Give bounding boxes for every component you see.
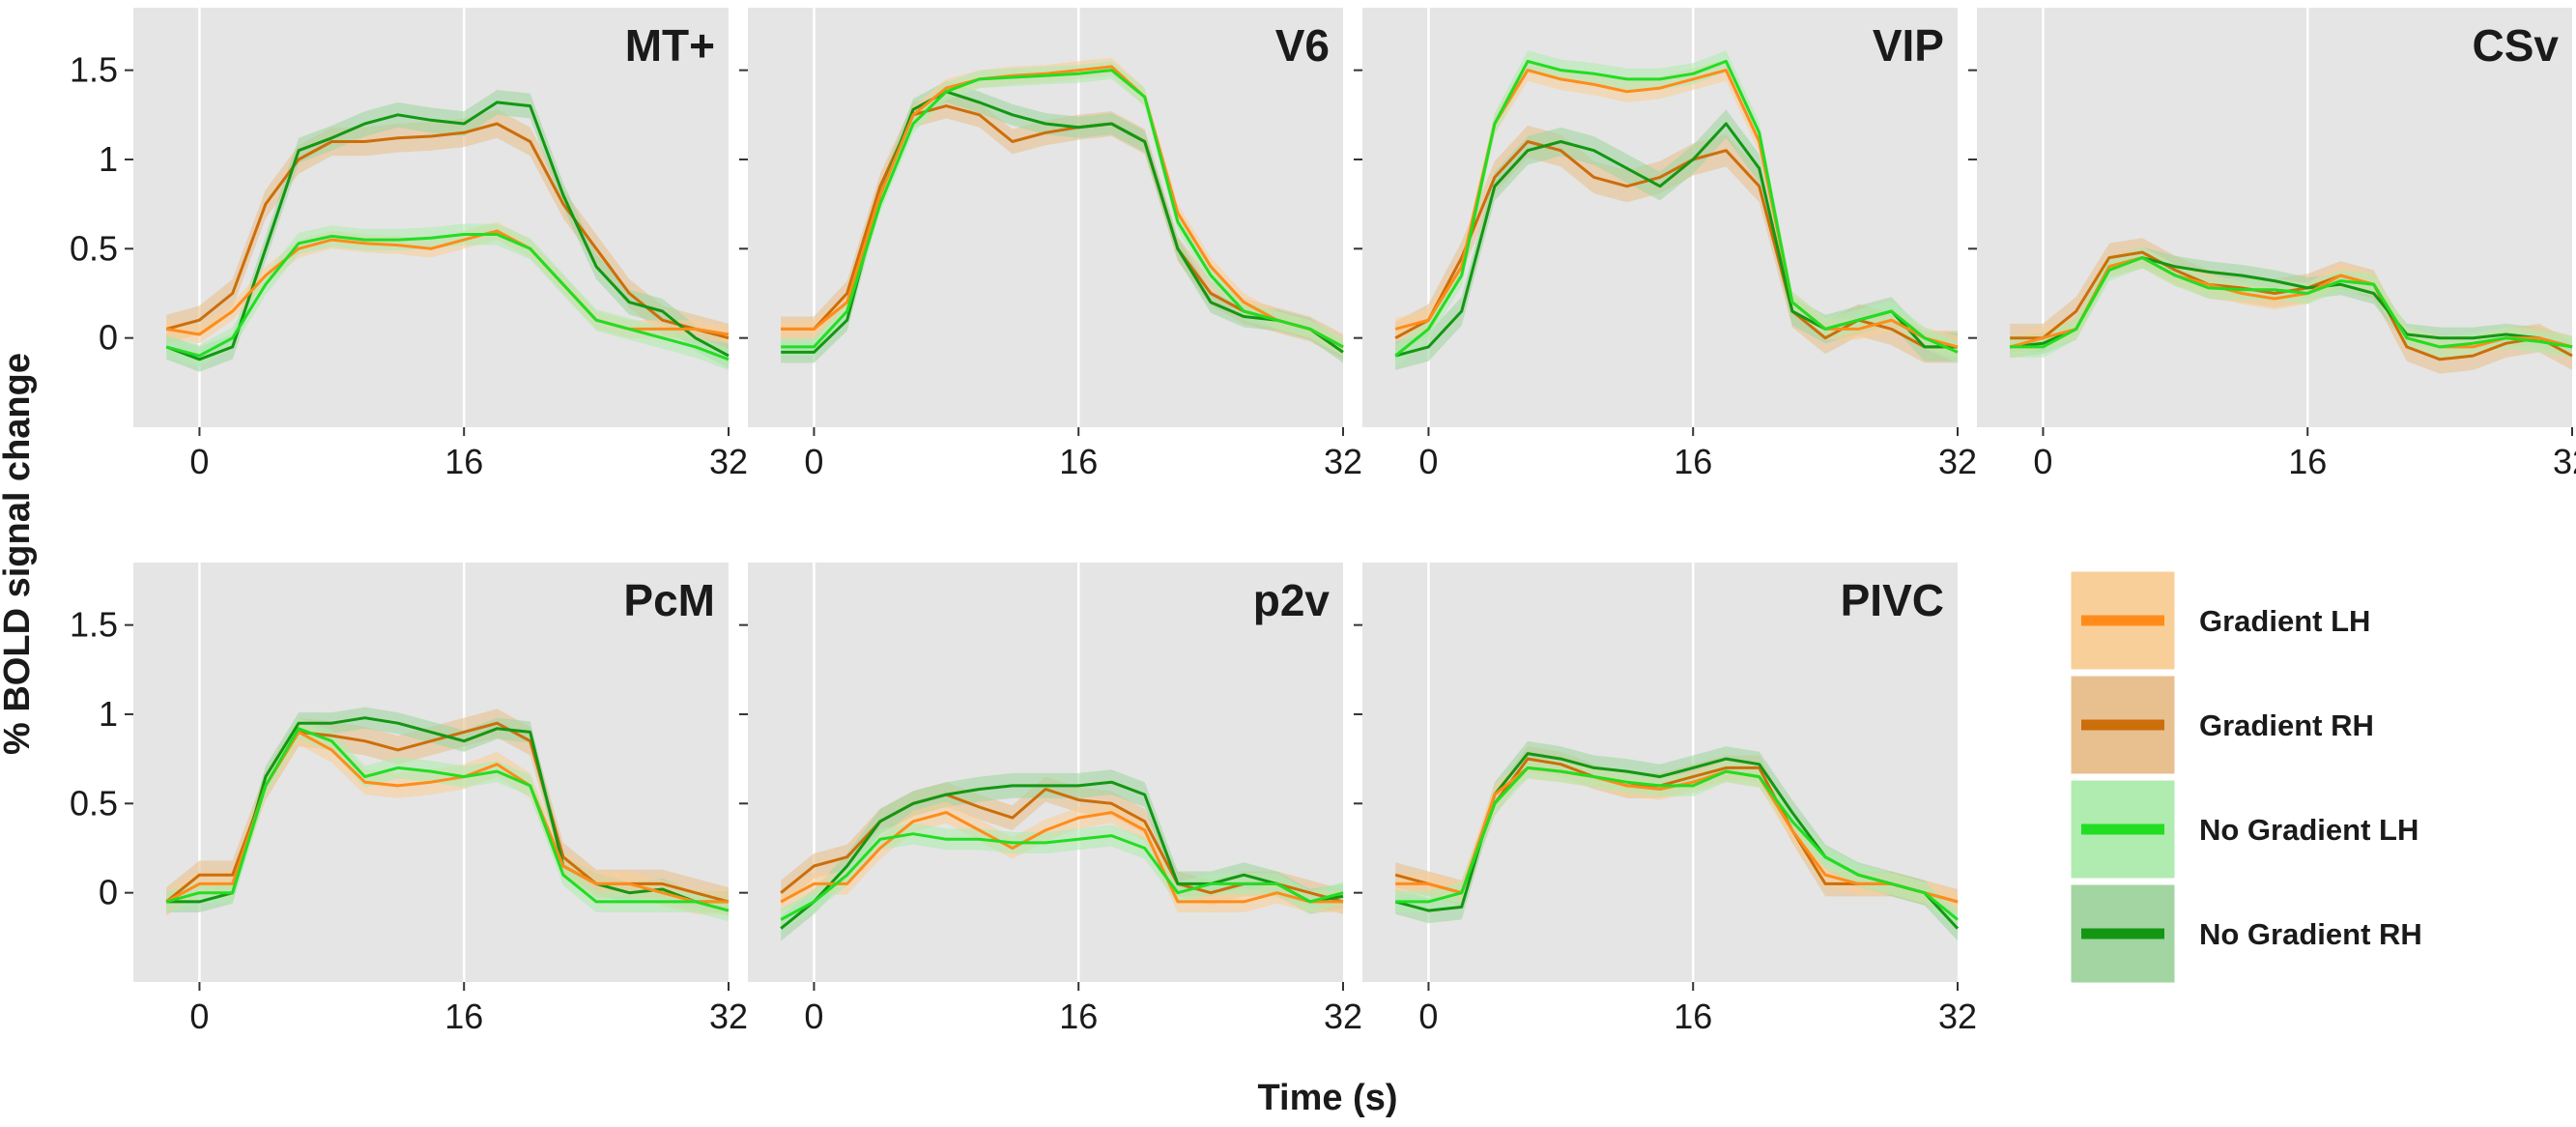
line-gradient-lh [780,811,1343,904]
legend-label: No Gradient LH [2199,813,2419,847]
panel-mt: 0 0.5 1 1.5 0 16 32 MT+ [70,8,748,481]
panel-title: p2v [1253,575,1331,625]
legend-entry-no-gradient-lh: No Gradient LH [2068,777,2419,881]
x-tick-label: 16 [2288,442,2327,481]
panel-background [748,563,1343,982]
line-no-gradient-lh [1394,59,1959,358]
legend-entry-gradient-rh: Gradient RH [2068,673,2374,777]
panel-pivc: 0 16 32 PIVC [1354,563,1977,1036]
x-tick-label: 16 [444,997,483,1036]
line-gradient-rh [165,122,730,340]
panel-title: PIVC [1841,575,1944,625]
x-tick-label: 16 [1059,442,1098,481]
band-gradient-lh [1395,757,1958,912]
line-no-gradient-lh [2010,256,2573,349]
y-tick-label: 1 [99,694,118,734]
panel-title: V6 [1275,20,1330,71]
y-tick-label: 0.5 [70,783,118,823]
legend-label: No Gradient RH [2199,917,2422,951]
line-gradient-rh [1394,140,1958,349]
x-tick-label: 32 [1938,997,1977,1036]
band-no-gradient-lh [781,61,1343,357]
x-tick-label: 16 [1674,997,1712,1036]
x-tick-label: 0 [189,442,209,481]
panel-title: CSv [2473,20,2560,71]
x-tick-label: 32 [709,442,748,481]
line-no-gradient-lh [1395,766,1959,921]
panel-background [133,8,729,427]
panel-v6: 0 16 32 V6 [739,8,1362,481]
panel-csv: 0 16 32 CSv [1968,8,2576,481]
legend-label: Gradient RH [2199,708,2374,742]
panel-grid: 00.511.501632MT+01632V601632VIP01632CSv0… [70,8,2576,1036]
x-tick-label: 16 [444,442,483,481]
x-tick-label: 0 [804,442,823,481]
x-tick-label: 32 [1324,997,1362,1036]
x-axis-title: Time (s) [1257,1078,1397,1118]
band-no-gradient-lh [2010,246,2572,358]
x-tick-label: 16 [1674,442,1712,481]
legend-label: Gradient LH [2199,604,2370,638]
line-no-gradient-lh [780,832,1344,921]
x-tick-label: 0 [1418,442,1438,481]
panel-vip: 0 16 32 VIP [1354,8,1977,481]
panel-p2v: 0 16 32 p2v [739,563,1362,1036]
y-tick-label: 1.5 [70,50,118,90]
panel-title: MT+ [625,20,715,71]
band-no-gradient-lh [1395,757,1958,931]
line-gradient-lh [2009,256,2573,349]
panel-pcm: 0 0.5 1 1.5 0 16 32 PcM [70,563,748,1036]
y-tick-label: 1.5 [70,605,118,645]
y-tick-label: 0 [99,318,118,358]
line-no-gradient-lh [165,727,730,912]
y-tick-label: 0 [99,873,118,912]
x-tick-label: 0 [804,997,823,1036]
x-tick-label: 16 [1059,997,1098,1036]
panel-title: VIP [1873,20,1944,71]
x-tick-label: 32 [709,997,748,1036]
y-tick-label: 0.5 [70,228,118,268]
line-no-gradient-lh [165,233,730,361]
band-no-gradient-lh [781,823,1343,931]
x-tick-label: 32 [1938,442,1977,481]
legend-entry-no-gradient-rh: No Gradient RH [2068,881,2422,986]
band-no-gradient-rh [1395,109,1958,370]
legend: Gradient LH Gradient RH No Gradient LH No G… [2068,568,2422,986]
line-no-gradient-rh [780,780,1344,930]
band-no-gradient-rh [2010,246,2572,358]
panel-title: PcM [623,575,715,625]
legend-entry-gradient-lh: Gradient LH [2068,568,2370,673]
line-no-gradient-rh [166,716,729,904]
x-tick-label: 32 [2553,442,2576,481]
line-no-gradient-lh [781,69,1344,349]
band-no-gradient-rh [781,80,1343,363]
x-tick-label: 32 [1324,442,1362,481]
x-tick-label: 0 [189,997,209,1036]
y-tick-label: 1 [99,139,118,179]
band-gradient-rh [166,708,729,916]
x-tick-label: 0 [2033,442,2052,481]
line-no-gradient-rh [165,101,730,361]
y-axis-title: % BOLD signal change [0,353,38,755]
line-gradient-lh [781,65,1344,349]
x-tick-label: 0 [1418,997,1438,1036]
